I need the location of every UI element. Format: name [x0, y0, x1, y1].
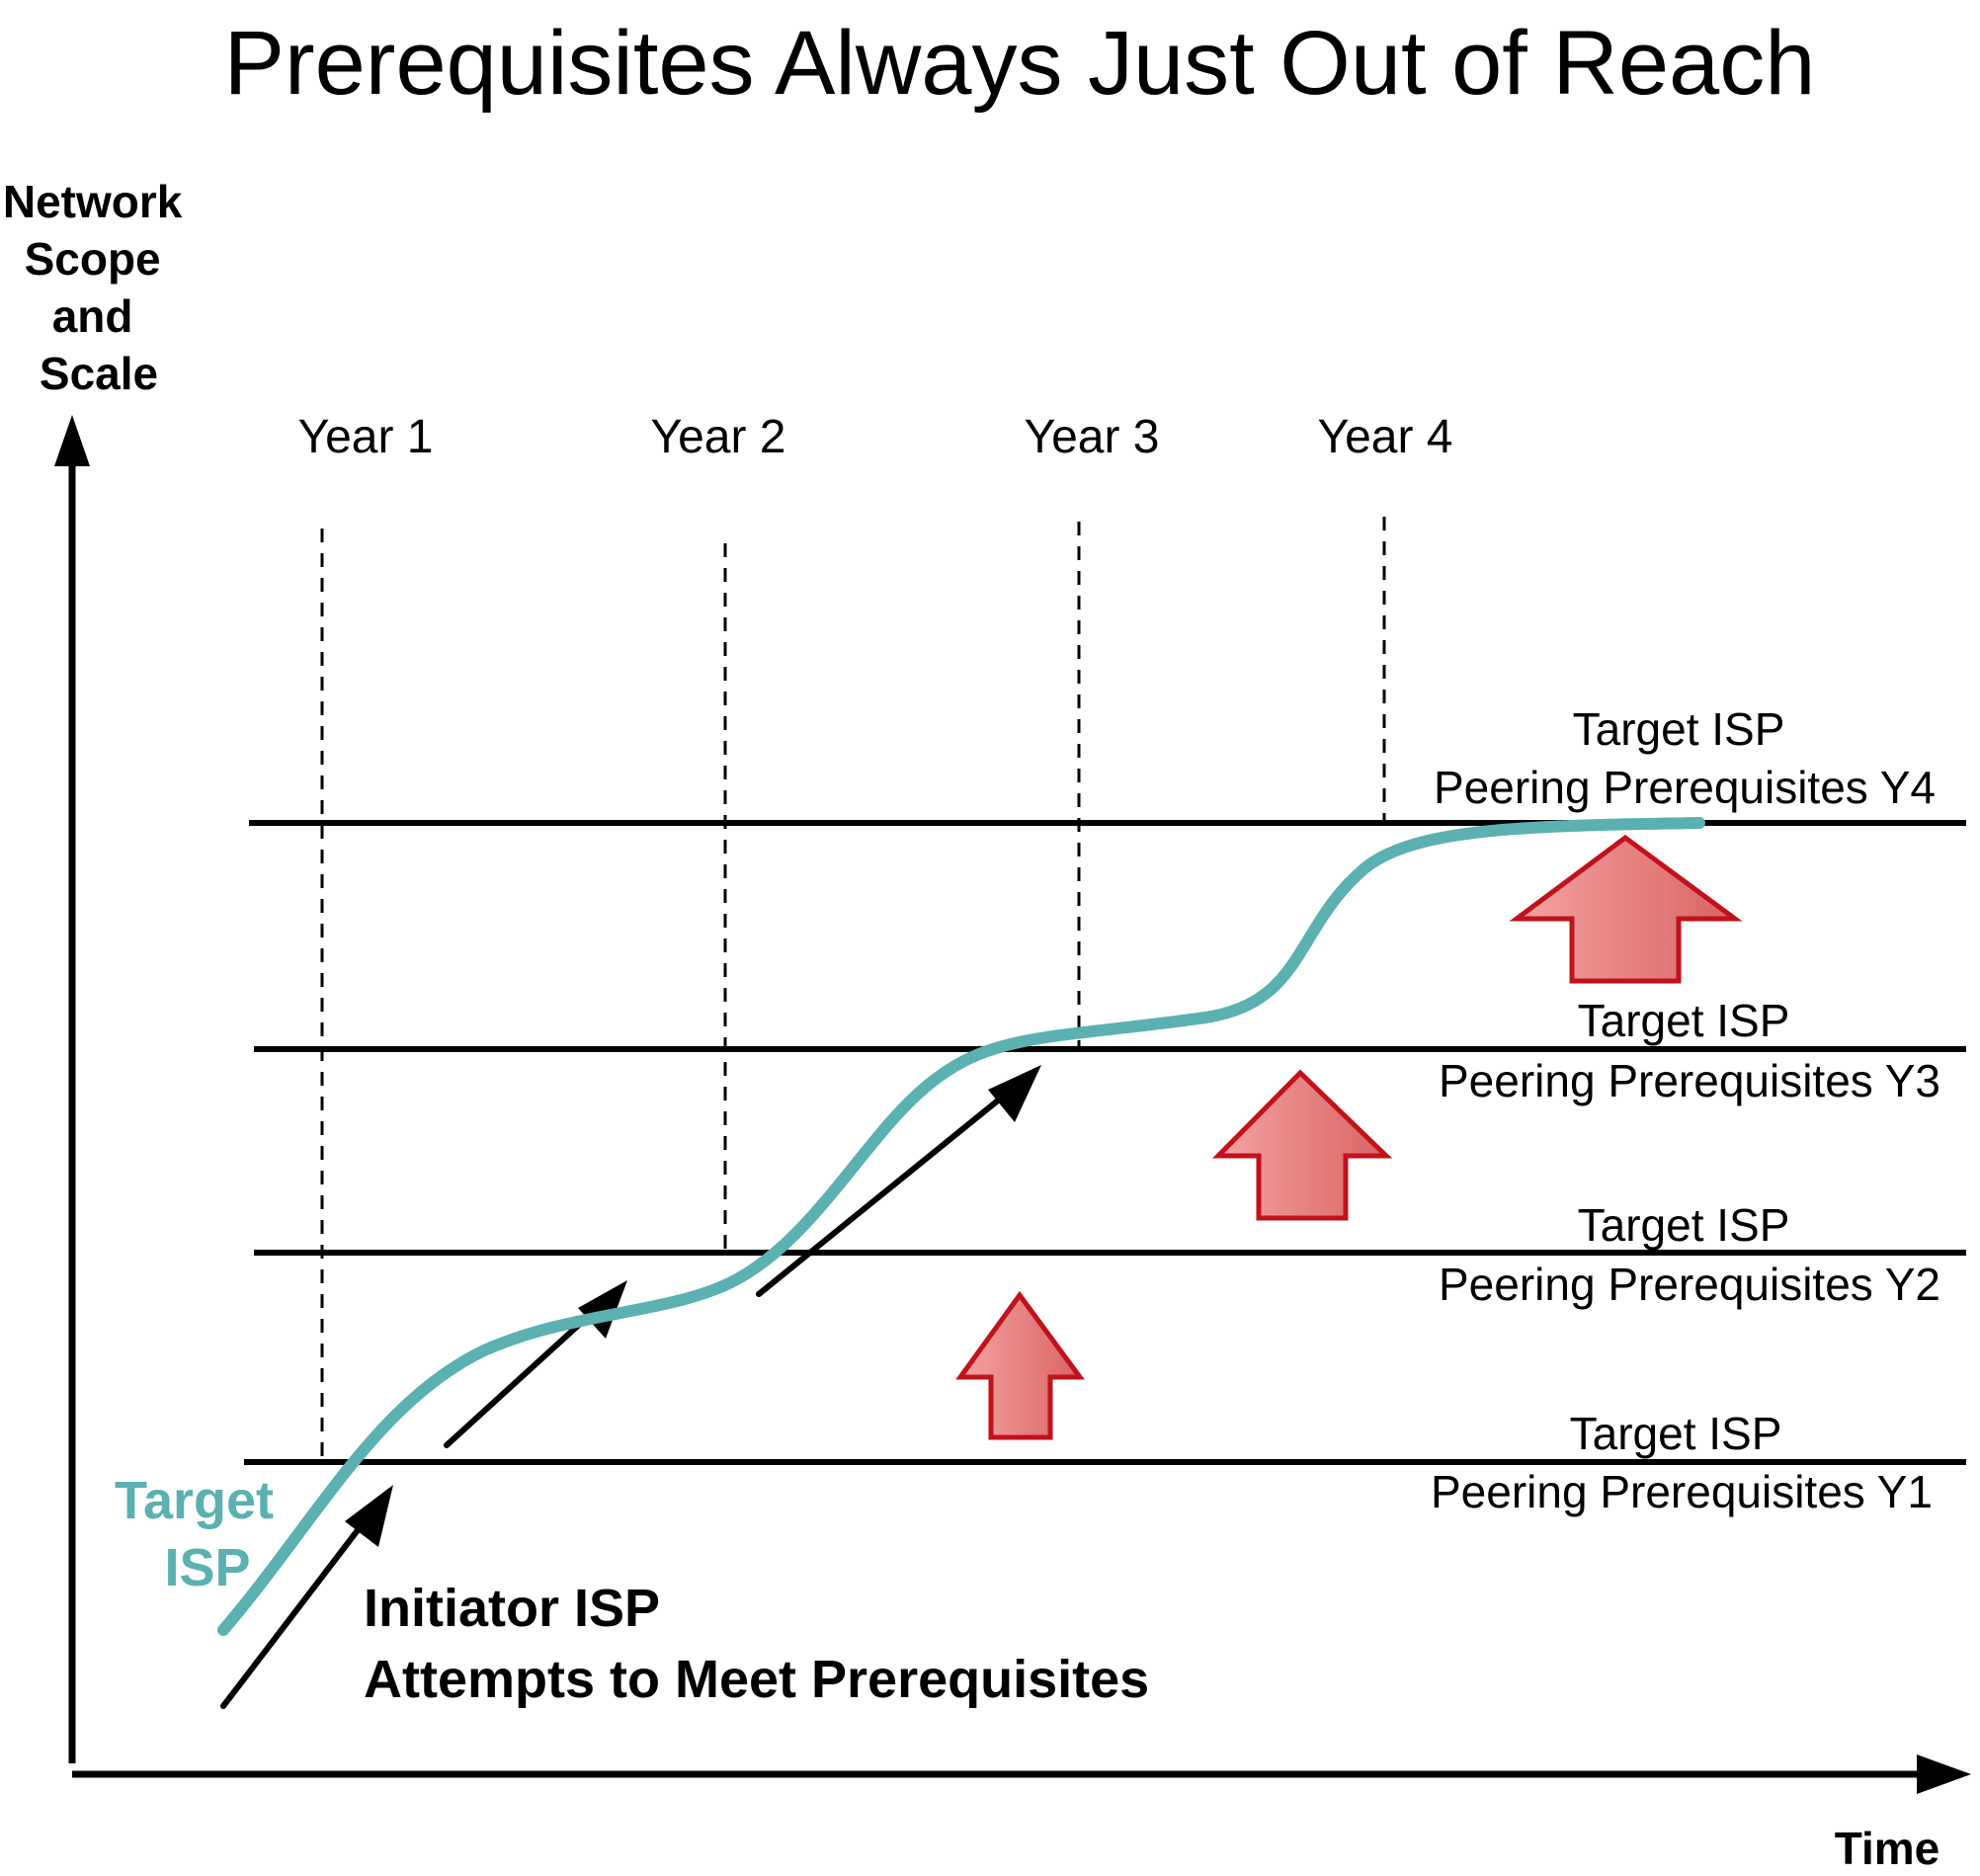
- target-isp-label-line-2: ISP: [164, 1538, 250, 1597]
- y-axis-label: Network Scope and Scale: [3, 176, 195, 399]
- y-axis-label-line-4: Scale: [40, 348, 158, 399]
- rising-arrow-3: [1509, 834, 1743, 984]
- y-axis-label-line-2: Scope: [25, 233, 161, 285]
- initiator-arrow-3-head: [988, 1065, 1041, 1122]
- rising-arrow-1: [955, 1290, 1085, 1440]
- y-axis-arrowhead: [54, 415, 90, 466]
- target-isp-label-line-1: Target: [115, 1471, 274, 1530]
- initiator-caption-line-1: Initiator ISP: [364, 1579, 659, 1638]
- diagram-title: Prerequisites Always Just Out of Reach: [224, 13, 1816, 114]
- level-label-y3: Target ISP Peering Prerequisites Y3: [1439, 995, 1940, 1106]
- initiator-arrow-3: [756, 1098, 1001, 1297]
- initiator-arrow-1: [220, 1523, 364, 1709]
- level-label-y4: Target ISP Peering Prerequisites Y4: [1434, 703, 1936, 813]
- initiator-arrow-2: [444, 1311, 594, 1448]
- year-label-2: Year 2: [650, 411, 785, 463]
- rising-prerequisite-arrows: [955, 834, 1743, 1440]
- level-label-y3-line-2: Peering Prerequisites Y3: [1439, 1055, 1940, 1106]
- level-label-y4-line-1: Target ISP: [1573, 703, 1784, 755]
- level-label-y2: Target ISP Peering Prerequisites Y2: [1439, 1199, 1940, 1310]
- level-label-y1: Target ISP Peering Prerequisites Y1: [1431, 1408, 1933, 1517]
- level-label-y1-line-1: Target ISP: [1570, 1408, 1781, 1459]
- year-label-1: Year 1: [297, 411, 433, 463]
- year-label-3: Year 3: [1024, 411, 1159, 463]
- y-axis-label-line-1: Network: [3, 176, 183, 227]
- initiator-caption: Initiator ISP Attempts to Meet Prerequis…: [364, 1579, 1149, 1709]
- axes: [54, 415, 1971, 1794]
- initiator-caption-line-2: Attempts to Meet Prerequisites: [364, 1650, 1149, 1709]
- level-label-y3-line-1: Target ISP: [1578, 995, 1789, 1046]
- level-label-y1-line-2: Peering Prerequisites Y1: [1431, 1466, 1933, 1517]
- year-dividers: [320, 517, 1386, 1462]
- x-axis-label: Time: [1835, 1823, 1940, 1874]
- initiator-arrow-1-head: [345, 1485, 393, 1547]
- year-label-4: Year 4: [1317, 411, 1452, 463]
- x-axis-arrowhead: [1917, 1754, 1971, 1794]
- y-axis-label-line-3: and: [52, 290, 133, 342]
- level-label-y2-line-1: Target ISP: [1578, 1199, 1789, 1251]
- level-label-y4-line-2: Peering Prerequisites Y4: [1434, 762, 1936, 813]
- rising-arrow-2: [1212, 1069, 1393, 1221]
- initiator-arrow-2-head: [578, 1280, 627, 1339]
- target-isp-curve: [217, 817, 1705, 1636]
- level-label-y2-line-2: Peering Prerequisites Y2: [1439, 1259, 1940, 1310]
- target-isp-label: Target ISP: [115, 1471, 289, 1597]
- initiator-arrows: [220, 1065, 1041, 1709]
